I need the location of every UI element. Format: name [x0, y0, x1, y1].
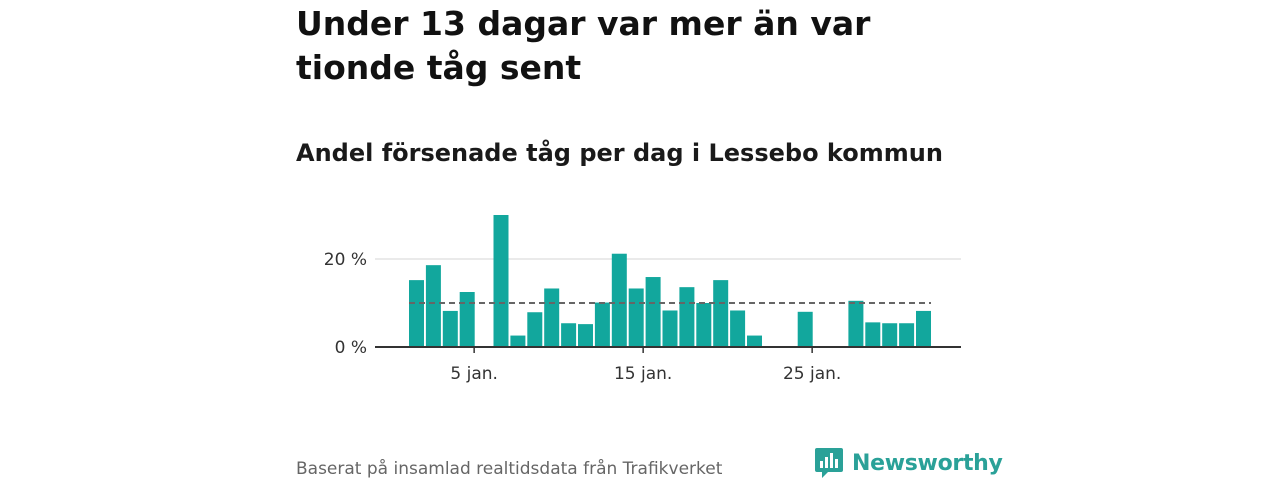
bars-layer: [409, 215, 931, 347]
bar: [916, 310, 931, 347]
brand-logo: Newsworthy: [814, 446, 1003, 480]
newsworthy-logo-icon: [815, 448, 843, 478]
chart-subtitle: Andel försenade tåg per dag i Lessebo ko…: [296, 139, 943, 167]
y-tick-label: 0 %: [335, 338, 367, 358]
axis-layer: 0 % 20 % 5 jan. 15 jan. 25 jan.: [324, 250, 961, 384]
brand-name: Newsworthy: [852, 450, 1003, 476]
bar: [628, 288, 644, 347]
bar: [848, 300, 864, 347]
bar: [696, 303, 712, 347]
bar: [713, 280, 729, 347]
chart-title: Under 13 dagar var mer än var tionde tåg…: [296, 4, 871, 87]
bar: [662, 310, 678, 347]
bar: [611, 253, 627, 347]
bar: [865, 322, 881, 347]
bar: [409, 280, 424, 347]
bar: [797, 311, 813, 347]
source-note: Baserat på insamlad realtidsdata från Tr…: [296, 459, 723, 479]
bar: [747, 335, 762, 347]
bar: [899, 323, 915, 347]
bar: [442, 310, 458, 347]
bar: [459, 292, 475, 347]
x-tick-label: 15 jan.: [614, 364, 672, 384]
bar: [730, 310, 746, 347]
bar: [882, 323, 898, 347]
x-tick-label: 25 jan.: [783, 364, 841, 384]
bar: [493, 215, 509, 347]
y-tick-label: 20 %: [324, 250, 367, 270]
bar: [527, 312, 543, 347]
bar: [679, 287, 695, 347]
bar: [510, 335, 526, 347]
bar: [425, 265, 441, 347]
bar: [578, 324, 593, 347]
bar: [645, 277, 661, 347]
x-tick-label: 5 jan.: [450, 364, 498, 384]
bar: [594, 302, 610, 347]
bar: [544, 288, 560, 347]
bar: [561, 323, 577, 347]
